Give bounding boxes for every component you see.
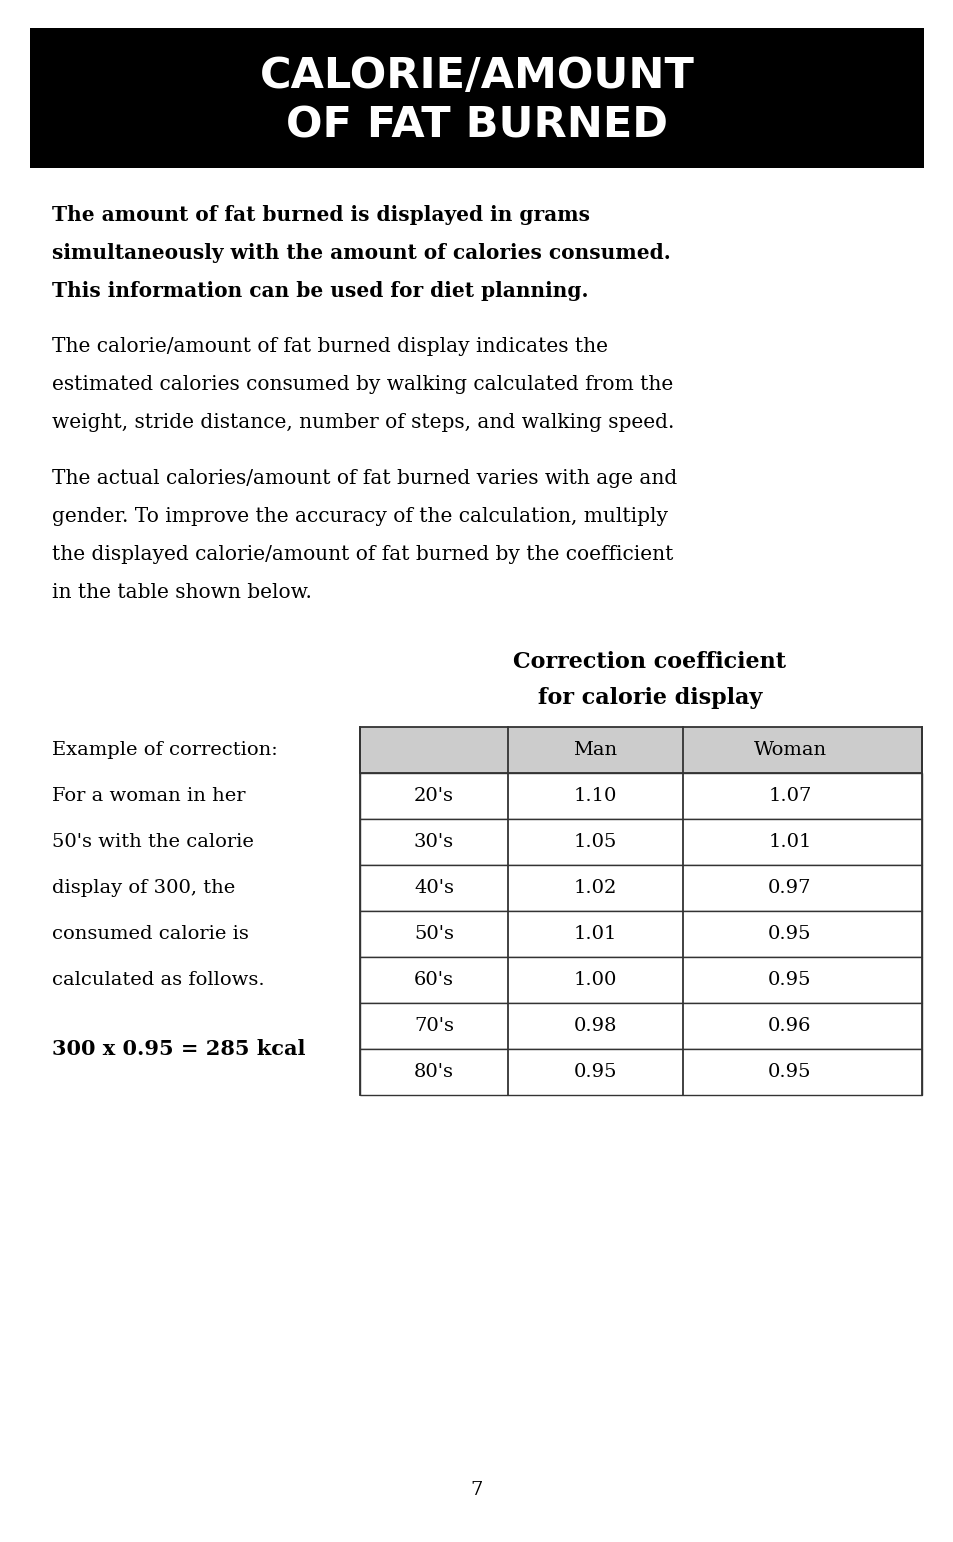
- Bar: [359, 819, 921, 865]
- Text: estimated calories consumed by walking calculated from the: estimated calories consumed by walking c…: [52, 375, 673, 395]
- Bar: [359, 865, 921, 911]
- Text: 300 x 0.95 = 285 kcal: 300 x 0.95 = 285 kcal: [52, 1039, 305, 1059]
- Text: consumed calorie is: consumed calorie is: [52, 925, 249, 944]
- Text: 40's: 40's: [414, 879, 454, 897]
- Text: for calorie display: for calorie display: [537, 688, 761, 709]
- Text: Woman: Woman: [753, 742, 825, 759]
- Text: For a woman in her: For a woman in her: [52, 786, 245, 805]
- Bar: [359, 726, 921, 773]
- Text: display of 300, the: display of 300, the: [52, 879, 235, 897]
- Text: 20's: 20's: [414, 786, 454, 805]
- Bar: [359, 1049, 921, 1095]
- Bar: [359, 958, 921, 1002]
- Text: Man: Man: [573, 742, 617, 759]
- Text: 60's: 60's: [414, 971, 454, 988]
- Bar: [30, 28, 923, 168]
- Text: This information can be used for diet planning.: This information can be used for diet pl…: [52, 281, 588, 301]
- Text: OF FAT BURNED: OF FAT BURNED: [286, 105, 667, 146]
- Text: 1.02: 1.02: [573, 879, 617, 897]
- Text: 7: 7: [471, 1480, 482, 1499]
- Text: 0.95: 0.95: [573, 1062, 617, 1081]
- Text: The actual calories/amount of fat burned varies with age and: The actual calories/amount of fat burned…: [52, 469, 677, 487]
- Text: 0.95: 0.95: [767, 971, 811, 988]
- Text: 1.05: 1.05: [573, 833, 617, 851]
- Text: The calorie/amount of fat burned display indicates the: The calorie/amount of fat burned display…: [52, 338, 607, 356]
- Bar: [359, 773, 921, 819]
- Text: the displayed calorie/amount of fat burned by the coefficient: the displayed calorie/amount of fat burn…: [52, 544, 673, 564]
- Bar: [359, 911, 921, 958]
- Text: 0.95: 0.95: [767, 925, 811, 944]
- Text: gender. To improve the accuracy of the calculation, multiply: gender. To improve the accuracy of the c…: [52, 507, 667, 526]
- Text: Example of correction:: Example of correction:: [52, 742, 277, 759]
- Text: 1.10: 1.10: [573, 786, 617, 805]
- Text: simultaneously with the amount of calories consumed.: simultaneously with the amount of calori…: [52, 244, 670, 264]
- Text: 1.01: 1.01: [767, 833, 811, 851]
- Text: 0.96: 0.96: [767, 1018, 811, 1035]
- Text: Correction coefficient: Correction coefficient: [513, 651, 785, 672]
- Text: 50's with the calorie: 50's with the calorie: [52, 833, 253, 851]
- Text: 0.95: 0.95: [767, 1062, 811, 1081]
- Text: CALORIE/AMOUNT: CALORIE/AMOUNT: [259, 56, 694, 97]
- Text: 0.98: 0.98: [573, 1018, 617, 1035]
- Text: 30's: 30's: [414, 833, 454, 851]
- Text: 1.00: 1.00: [573, 971, 617, 988]
- Text: 50's: 50's: [414, 925, 454, 944]
- Text: in the table shown below.: in the table shown below.: [52, 583, 312, 601]
- Text: The amount of fat burned is displayed in grams: The amount of fat burned is displayed in…: [52, 205, 589, 225]
- Text: 80's: 80's: [414, 1062, 454, 1081]
- Text: 1.07: 1.07: [767, 786, 811, 805]
- Bar: [359, 1002, 921, 1049]
- Text: weight, stride distance, number of steps, and walking speed.: weight, stride distance, number of steps…: [52, 413, 674, 432]
- Text: calculated as follows.: calculated as follows.: [52, 971, 264, 988]
- Text: 70's: 70's: [414, 1018, 454, 1035]
- Text: 0.97: 0.97: [767, 879, 811, 897]
- Text: 1.01: 1.01: [573, 925, 617, 944]
